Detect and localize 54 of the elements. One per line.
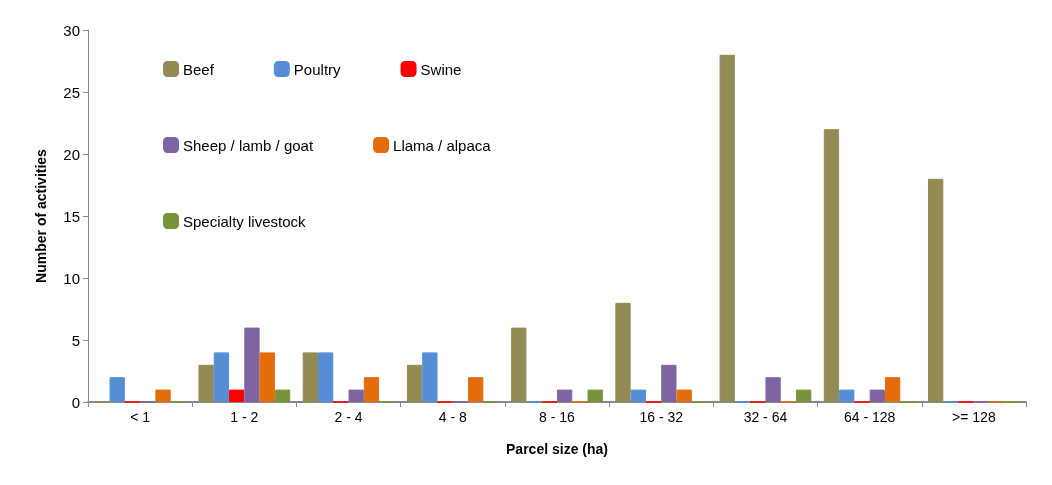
bar (302, 352, 318, 402)
x-tick-label: 64 - 128 (843, 409, 896, 425)
x-tick-label: >= 128 (952, 409, 996, 425)
bar (587, 389, 603, 402)
bar (213, 352, 230, 402)
bar (719, 54, 735, 402)
bar (198, 364, 214, 402)
bar (229, 389, 245, 402)
x-tick-label: < 1 (130, 409, 151, 425)
bar (511, 327, 527, 402)
bar (765, 377, 781, 402)
y-tick-label: 20 (63, 145, 80, 163)
x-tick-label: 32 - 64 (743, 409, 788, 425)
legend-label: Swine (420, 60, 462, 78)
bar (155, 389, 171, 402)
y-tick-label: 0 (71, 393, 80, 411)
bar (823, 129, 840, 402)
legend-label: Llama / alpaca (393, 136, 492, 154)
bar (274, 389, 291, 402)
bar (557, 389, 573, 402)
bar (109, 377, 125, 402)
bar (244, 327, 260, 402)
x-tick-label: 16 - 32 (639, 409, 684, 425)
y-tick-label: 25 (63, 83, 80, 101)
bar (869, 389, 885, 402)
bar (317, 352, 334, 402)
legend-label: Beef (183, 60, 215, 78)
legend-label: Sheep / lamb / goat (183, 136, 314, 154)
legend-label: Poultry (293, 60, 342, 78)
bar (406, 364, 423, 402)
y-axis-title: Number of activities (33, 148, 49, 283)
bar (661, 364, 677, 402)
bar (259, 352, 275, 402)
bar (839, 389, 855, 402)
bar (363, 377, 380, 402)
bar (348, 389, 364, 402)
bar (615, 302, 631, 402)
bar (676, 389, 692, 402)
y-tick-label: 5 (71, 331, 80, 349)
x-tick-label: 1 - 2 (230, 409, 259, 425)
bar (928, 178, 944, 402)
x-tick-label: 4 - 8 (438, 409, 467, 425)
bar (796, 389, 812, 402)
legend-label: Specialty livestock (183, 212, 307, 230)
y-tick-label: 10 (63, 269, 80, 287)
bar (884, 377, 901, 402)
y-tick-label: 30 (63, 21, 80, 39)
bar (630, 389, 646, 402)
y-tick-label: 15 (63, 207, 80, 225)
x-tick-label: 2 - 4 (334, 409, 363, 425)
x-tick-label: 8 - 16 (539, 409, 576, 425)
bar (468, 377, 484, 402)
bar (422, 352, 438, 402)
x-axis-title: Parcel size (ha) (506, 441, 608, 457)
